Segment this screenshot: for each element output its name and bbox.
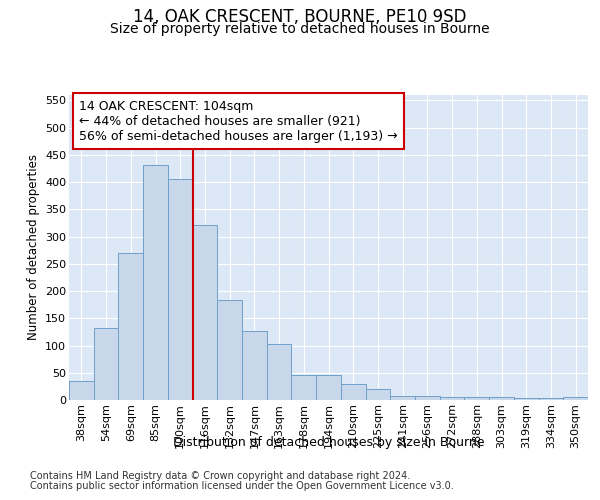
Text: Contains HM Land Registry data © Crown copyright and database right 2024.: Contains HM Land Registry data © Crown c… bbox=[30, 471, 410, 481]
Bar bbox=[514, 398, 539, 400]
Text: Contains public sector information licensed under the Open Government Licence v3: Contains public sector information licen… bbox=[30, 481, 454, 491]
Bar bbox=[440, 398, 464, 400]
Bar bbox=[69, 381, 94, 400]
Bar bbox=[316, 375, 341, 400]
Bar bbox=[193, 224, 217, 400]
Bar bbox=[94, 328, 118, 400]
Bar bbox=[390, 396, 415, 400]
Bar bbox=[341, 384, 365, 400]
Bar bbox=[168, 180, 193, 400]
Bar bbox=[118, 253, 143, 400]
Bar bbox=[563, 398, 588, 400]
Bar bbox=[217, 300, 242, 400]
Bar bbox=[365, 389, 390, 400]
Bar bbox=[292, 375, 316, 400]
Bar bbox=[143, 164, 168, 400]
Text: Size of property relative to detached houses in Bourne: Size of property relative to detached ho… bbox=[110, 22, 490, 36]
Text: Distribution of detached houses by size in Bourne: Distribution of detached houses by size … bbox=[173, 436, 485, 449]
Bar bbox=[489, 398, 514, 400]
Bar bbox=[242, 331, 267, 400]
Y-axis label: Number of detached properties: Number of detached properties bbox=[26, 154, 40, 340]
Bar bbox=[267, 344, 292, 400]
Text: 14 OAK CRESCENT: 104sqm
← 44% of detached houses are smaller (921)
56% of semi-d: 14 OAK CRESCENT: 104sqm ← 44% of detache… bbox=[79, 100, 398, 142]
Text: 14, OAK CRESCENT, BOURNE, PE10 9SD: 14, OAK CRESCENT, BOURNE, PE10 9SD bbox=[133, 8, 467, 26]
Bar bbox=[415, 396, 440, 400]
Bar bbox=[464, 398, 489, 400]
Bar bbox=[539, 398, 563, 400]
